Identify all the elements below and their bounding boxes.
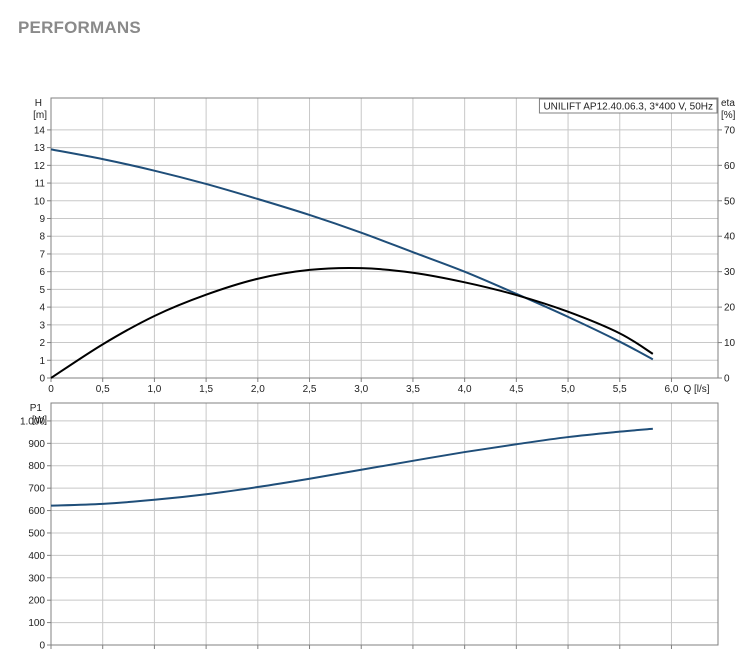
y-tick-label: 4 [39, 303, 45, 314]
y-right-tick-label: 70 [724, 125, 736, 136]
y-right-tick-label: 60 [724, 161, 736, 172]
y-tick-label: 12 [34, 161, 46, 172]
x-tick-label: 6,0 [665, 384, 679, 395]
y-tick-label: 200 [28, 596, 45, 607]
y-tick-label: 8 [39, 232, 45, 243]
legend-text: UNILIFT AP12.40.06.3, 3*400 V, 50Hz [543, 102, 713, 113]
y-right-axis-label: eta [721, 98, 735, 109]
y-right-tick-label: 20 [724, 303, 736, 314]
y-right-tick-label: 0 [724, 374, 730, 385]
page-title: PERFORMANS [18, 18, 141, 37]
x-tick-label: 5,0 [561, 384, 575, 395]
series-line-eta [50, 266, 654, 379]
y-tick-label: 700 [28, 484, 45, 495]
y-tick-label: 400 [28, 551, 45, 562]
x-tick-label: 2,5 [303, 384, 317, 395]
y-tick-label: 1 [39, 356, 45, 367]
y-right-tick-label: 10 [724, 338, 736, 349]
y-tick-label: 500 [28, 528, 45, 539]
series-line-p1 [50, 427, 653, 507]
y-tick-label: 100 [28, 618, 45, 629]
legend-box [538, 98, 718, 114]
x-tick-label: 1,0 [147, 384, 161, 395]
y-tick-label: 0 [39, 641, 45, 652]
y-tick-label: 800 [28, 461, 45, 472]
y-tick-label: 13 [34, 143, 46, 154]
y-tick-label: 9 [39, 214, 45, 225]
x-tick-label: 0,5 [96, 384, 110, 395]
x-tick-label: 5,5 [613, 384, 627, 395]
y-right-tick-label: 50 [724, 196, 736, 207]
y-axis-unit: [m] [33, 110, 47, 121]
y-right-tick-label: 40 [724, 232, 736, 243]
y-tick-label: 600 [28, 506, 45, 517]
y-tick-label: 14 [34, 125, 46, 136]
x-axis-label: Q [l/s] [683, 384, 709, 395]
y-axis-label: H [35, 98, 42, 109]
x-tick-label: 0 [48, 384, 54, 395]
x-tick-label: 3,5 [406, 384, 420, 395]
y-tick-label: 5 [39, 285, 45, 296]
y-axis-label: P1 [30, 403, 43, 414]
y-tick-label: 6 [39, 267, 45, 278]
y-right-axis-unit: [%] [721, 110, 736, 121]
plot-frame [50, 402, 719, 646]
y-tick-label: 2 [39, 338, 45, 349]
x-tick-label: 4,5 [509, 384, 523, 395]
y-tick-label: 3 [39, 320, 45, 331]
y-tick-label: 11 [35, 179, 46, 190]
y-tick-label: 10 [34, 196, 46, 207]
y-tick-label: 900 [28, 439, 45, 450]
x-tick-label: 2,0 [251, 384, 265, 395]
x-tick-label: 1,5 [199, 384, 213, 395]
plot-frame [50, 97, 719, 379]
y-axis-unit: [W] [32, 415, 47, 426]
y-right-tick-label: 30 [724, 267, 736, 278]
y-tick-label: 300 [28, 573, 45, 584]
series-line-h [50, 148, 654, 361]
y-tick-label: 7 [39, 249, 45, 260]
bottom-chart-power: 0 100 200 300 400 500 600 700 800 900 1.000 P1[W] [20, 402, 719, 652]
x-tick-label: 4,0 [458, 384, 472, 395]
y-tick-label: 0 [39, 374, 45, 385]
y-tick-label: 1.000 [20, 416, 45, 427]
x-tick-label: 3,0 [354, 384, 368, 395]
